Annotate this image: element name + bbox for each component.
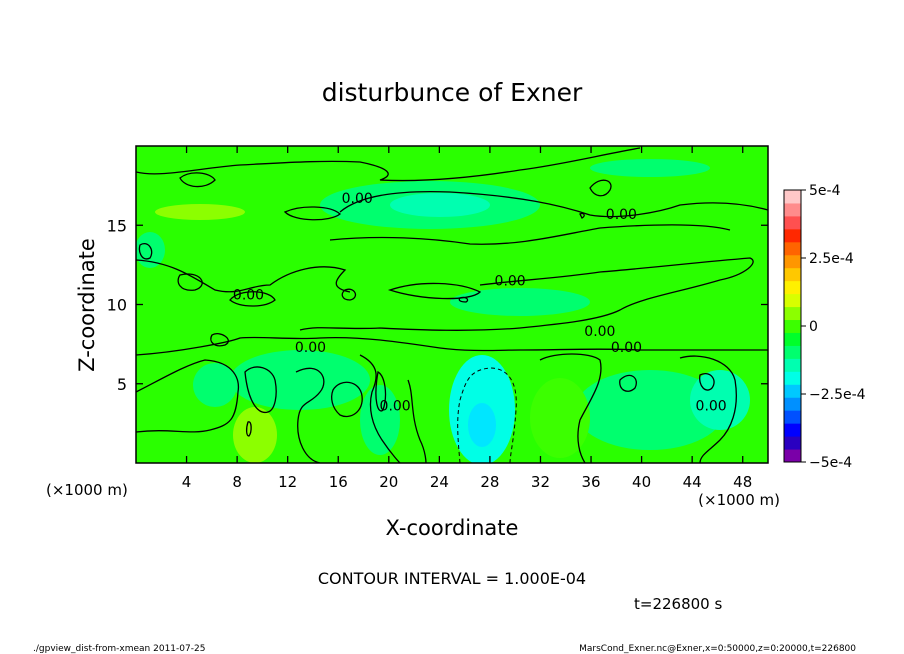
contour-label: 0.00	[295, 340, 326, 356]
x-tick-label: 4	[182, 473, 192, 491]
colorbar-segment	[784, 332, 801, 346]
colorbar-segment	[784, 267, 801, 282]
colorbar-segment	[784, 345, 801, 359]
colorbar-segment	[784, 215, 801, 230]
y-tick-label: 5	[117, 375, 127, 394]
plot-area: 0.000.000.000.000.000.00 0.000.00 0.00	[136, 146, 768, 463]
colorbar-segment	[784, 228, 801, 243]
colorbar-segment	[784, 423, 801, 437]
y-axis: 5 10 15	[107, 216, 768, 394]
colorbar-segment	[784, 384, 801, 398]
contour-label: 0.00	[584, 324, 615, 340]
colorbar-segment	[784, 410, 801, 424]
contour-label: 0.00	[611, 340, 642, 356]
x-tick-label: 8	[232, 473, 242, 491]
colorbar-segment	[784, 306, 801, 321]
x-tick-label: 24	[430, 473, 449, 491]
y-tick-label: 15	[107, 216, 127, 235]
contour-labels: 0.000.000.000.000.000.00 0.000.00 0.00	[233, 191, 727, 415]
y-unit-label: (×1000 m)	[46, 481, 128, 499]
colorbar-tick-label: 2.5e-4	[809, 251, 854, 267]
x-tick-label: 12	[278, 473, 297, 491]
colorbar-tick-label: −5e-4	[809, 455, 852, 471]
field-patches	[136, 159, 750, 463]
contour-label: 0.00	[696, 399, 727, 415]
y-tick-label: 10	[107, 296, 127, 315]
footer-left-text: ./gpview_dist-from-xmean 2011-07-25	[33, 644, 205, 654]
x-tick-label: 44	[683, 473, 702, 491]
colorbar-segment	[784, 436, 801, 450]
contour-lines	[136, 147, 768, 463]
contour-label: 0.00	[380, 399, 411, 415]
colorbar: 5e-4 2.5e-4 0 −2.5e-4 −5e-4	[783, 183, 866, 471]
colorbar-tick-label: 5e-4	[809, 183, 841, 199]
contour-label: 0.00	[342, 191, 373, 207]
colorbar-segment	[784, 254, 801, 269]
x-axis-title: X-coordinate	[386, 516, 519, 540]
x-axis: 4 8 12 16 20 24 28 32 36 40 44 48	[182, 146, 752, 491]
colorbar-segment	[784, 449, 801, 463]
x-tick-label: 48	[733, 473, 752, 491]
time-text: t=226800 s	[634, 595, 722, 613]
x-tick-label: 16	[329, 473, 348, 491]
colorbar-tick-label: 0	[809, 319, 818, 335]
colorbar-segment	[784, 280, 801, 295]
contour-interval-text: CONTOUR INTERVAL = 1.000E-04	[318, 569, 586, 588]
colorbar-segment	[784, 371, 801, 385]
colorbar-segment	[784, 358, 801, 372]
colorbar-segment	[784, 397, 801, 411]
x-tick-label: 20	[379, 473, 398, 491]
x-tick-label: 36	[581, 473, 600, 491]
contour-label: 0.00	[495, 273, 526, 289]
colorbar-segment	[784, 190, 801, 204]
footer-right-text: MarsCond_Exner.nc@Exner,x=0:50000,z=0:20…	[579, 644, 856, 654]
colorbar-segment	[784, 202, 801, 217]
x-unit-label: (×1000 m)	[698, 491, 780, 509]
chart-title: disturbunce of Exner	[322, 78, 583, 107]
colorbar-segment	[784, 319, 801, 333]
x-tick-label: 28	[480, 473, 499, 491]
x-tick-label: 40	[632, 473, 651, 491]
y-axis-title: Z-coordinate	[75, 238, 99, 372]
negative-contour	[457, 367, 517, 463]
x-tick-label: 32	[531, 473, 550, 491]
colorbar-tick-label: −2.5e-4	[809, 387, 866, 403]
contour-label: 0.00	[233, 288, 264, 304]
contour-label: 0.00	[606, 207, 637, 223]
colorbar-segment	[784, 293, 801, 308]
colorbar-segment	[784, 241, 801, 256]
